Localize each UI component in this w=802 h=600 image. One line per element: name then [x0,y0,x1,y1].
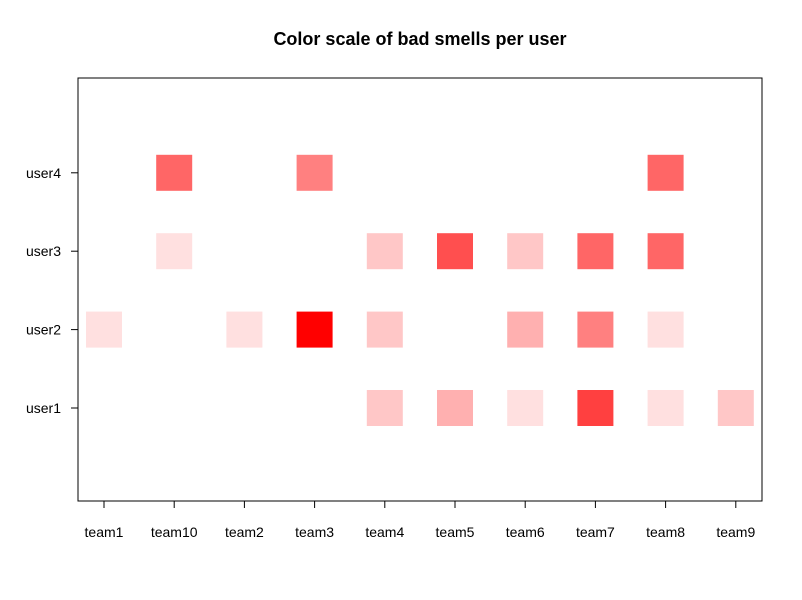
heatmap-cell-user1-team6 [507,390,544,426]
heatmap-cell-user2-team4 [366,311,403,348]
heatmap-cell-user2-team1 [86,311,122,348]
heatmap-cell-user3-team4 [366,233,403,270]
heatmap-cell-user3-team8 [647,233,684,270]
x-tick-label-team7: team7 [576,524,615,540]
heatmap-cell-user2-team3 [296,311,333,348]
heatmap-cell-user3-team7 [577,233,614,270]
heatmap-cell-user2-team7 [577,311,614,348]
heatmap-cell-user1-team5 [437,390,473,426]
y-tick-label-user4: user4 [26,165,61,181]
plot-frame [77,77,763,502]
y-tick-label-user3: user3 [26,243,61,259]
heatmap-cell-user3-team5 [437,233,473,270]
heatmap-cell-user1-team8 [647,390,684,426]
heatmap-cell-user4-team3 [296,154,333,191]
x-tick-label-team6: team6 [506,524,545,540]
heatmap-cell-user2-team6 [507,311,544,348]
x-tick-label-team4: team4 [365,524,404,540]
heatmap-cell-user1-team4 [366,390,403,426]
heatmap-cell-user3-team10 [156,233,193,270]
x-tick-label-team1: team1 [85,524,124,540]
heatmap-cell-user1-team7 [577,390,614,426]
x-tick-label-team5: team5 [436,524,475,540]
heatmap-cell-user4-team8 [647,154,684,191]
heatmap-cell-user2-team2 [226,311,263,348]
x-tick-label-team9: team9 [716,524,755,540]
heatmap-cell-user4-team10 [156,154,193,191]
x-tick-label-team10: team10 [151,524,198,540]
x-tick-label-team8: team8 [646,524,685,540]
heatmap-cell-user3-team6 [507,233,544,270]
y-tick-label-user2: user2 [26,322,61,338]
chart-title: Color scale of bad smells per user [273,29,567,49]
heatmap-cell-user1-team9 [717,390,754,426]
x-tick-label-team2: team2 [225,524,264,540]
y-tick-label-user1: user1 [26,400,61,416]
heatmap-cell-user2-team8 [647,311,684,348]
x-tick-label-team3: team3 [295,524,334,540]
